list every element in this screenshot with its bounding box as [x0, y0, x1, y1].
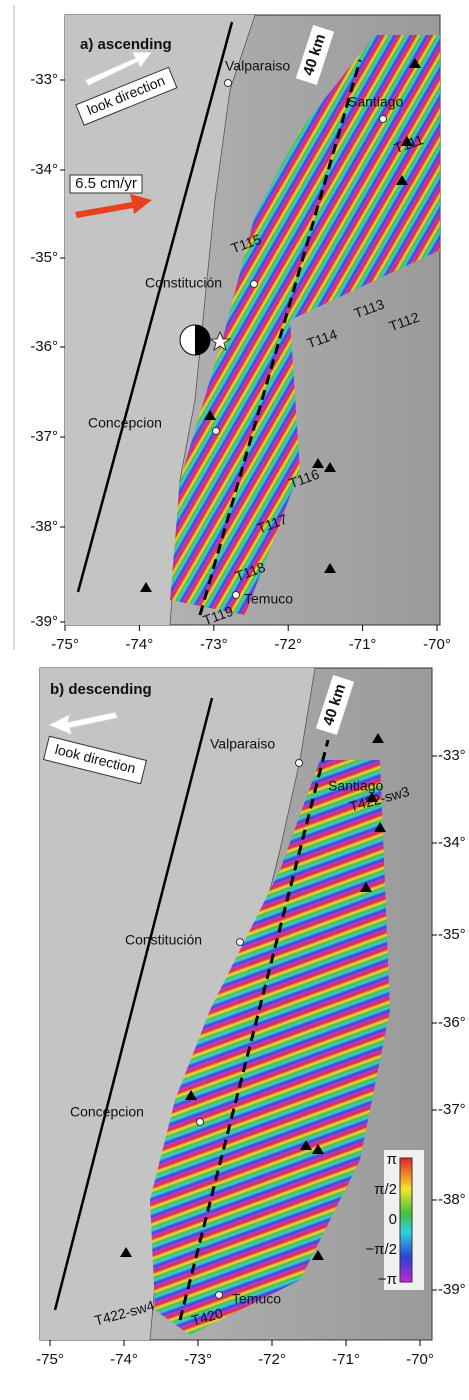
- lon-tick-label: -70°: [406, 1351, 434, 1368]
- lon-tick-label: -73°: [184, 1351, 212, 1368]
- place-label: Constitución: [125, 932, 202, 948]
- lat-tick-label: -36°: [30, 338, 58, 355]
- lon-tick-label: -74°: [110, 1351, 138, 1368]
- velocity-label: 6.5 cm/yr: [75, 175, 137, 192]
- colorbar-label: π/2: [374, 1181, 397, 1198]
- lat-tick-label: -35°: [30, 249, 58, 266]
- lon-tick-label: -71°: [332, 1351, 360, 1368]
- figure: a) ascending look direction 6.5 cm/yr 40…: [0, 0, 469, 1395]
- place-label: Santiago: [348, 94, 403, 110]
- place-label: Concepcion: [88, 415, 162, 431]
- lat-tick-label: -36°: [438, 1014, 466, 1031]
- lat-tick-label: -35°: [438, 926, 466, 943]
- lon-tick-label: -75°: [51, 636, 79, 653]
- colorbar-label: π: [387, 1151, 397, 1168]
- lat-tick-label: -38°: [30, 518, 58, 535]
- lon-tick-label: -71°: [349, 636, 377, 653]
- lat-tick-label: -34°: [438, 834, 466, 851]
- lon-tick-label: -74°: [126, 636, 154, 653]
- panel-title: a) ascending: [80, 36, 172, 53]
- lat-tick-label: -37°: [438, 1101, 466, 1118]
- lon-tick-label: -70°: [423, 636, 451, 653]
- panel-title: b) descending: [50, 681, 152, 698]
- lon-tick-label: -72°: [258, 1351, 286, 1368]
- place-label: Valparaiso: [225, 58, 290, 74]
- panel-a: a) ascending look direction 6.5 cm/yr 40…: [14, 5, 451, 653]
- lon-tick-label: -72°: [274, 636, 302, 653]
- lon-tick-label: -73°: [200, 636, 228, 653]
- panel-b: b) descending look direction 40 km Valpa…: [36, 668, 466, 1368]
- place-label: Temuco: [244, 591, 293, 607]
- place-label: Valparaiso: [210, 736, 275, 752]
- colorbar-label: −π/2: [365, 1241, 397, 1258]
- place-label: Concepcion: [70, 1104, 144, 1120]
- place-label: Temuco: [232, 1291, 281, 1307]
- colorbar-label: 0: [389, 1211, 397, 1228]
- lat-tick-label: -37°: [30, 428, 58, 445]
- lat-tick-label: -39°: [30, 613, 58, 630]
- lat-tick-label: -39°: [438, 1281, 466, 1298]
- lon-tick-label: -75°: [36, 1351, 64, 1368]
- lat-tick-label: -34°: [30, 161, 58, 178]
- colorbar-label: −π: [378, 1271, 397, 1288]
- lat-tick-label: -33°: [30, 71, 58, 88]
- page: {"panel_a":{"title":"a) ascending","look…: [0, 0, 469, 1400]
- colorbar: [400, 1158, 412, 1282]
- lat-tick-label: -38°: [438, 1191, 466, 1208]
- place-label: Constitución: [145, 275, 222, 291]
- lat-tick-label: -33°: [438, 747, 466, 764]
